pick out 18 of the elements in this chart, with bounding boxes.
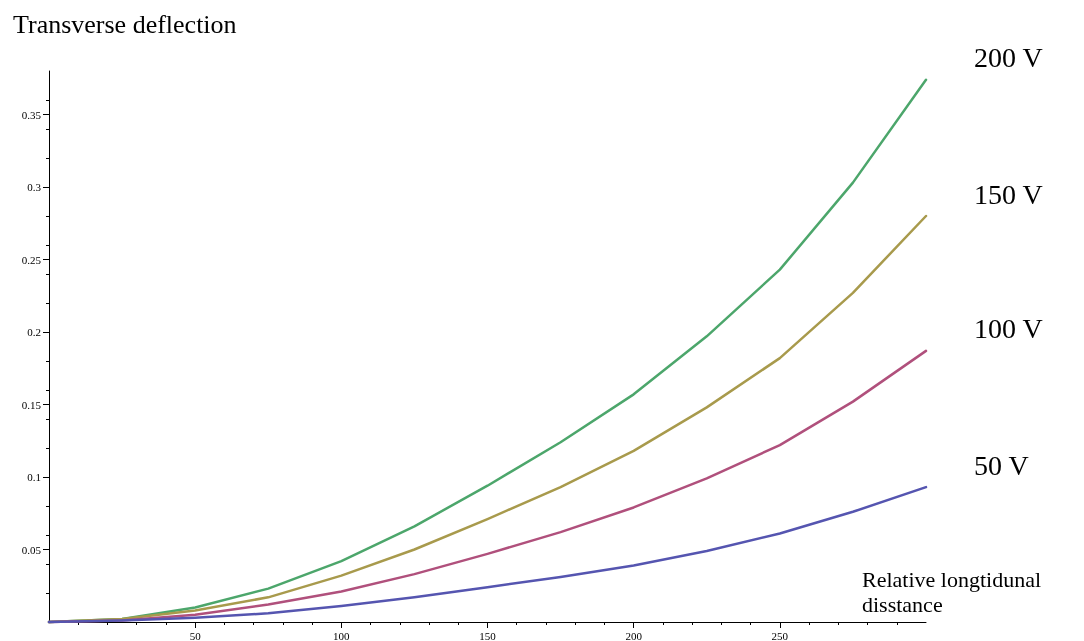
y-tick-label: 0.1	[27, 471, 41, 483]
y-tick-label: 0.15	[21, 398, 42, 411]
x-axis-title: Relative longtidunal disstance	[862, 567, 1047, 617]
x-tick-label: 250	[771, 629, 789, 641]
series-label: 150 V	[974, 178, 1043, 210]
x-tick-label: 50	[189, 629, 202, 641]
y-tick-label: 0.2	[27, 326, 41, 338]
y-axis-title: Transverse deflection	[13, 9, 237, 39]
x-tick-label: 200	[625, 629, 643, 641]
x-tick-label: 100	[333, 629, 351, 641]
series-label: 200 V	[974, 42, 1043, 74]
y-tick-label: 0.35	[21, 108, 42, 121]
y-tick-label: 0.25	[21, 253, 42, 266]
series-label: 50 V	[974, 449, 1029, 481]
x-tick-label: 150	[479, 629, 497, 641]
y-tick-label: 0.3	[27, 181, 42, 193]
series-label: 100 V	[974, 313, 1043, 345]
y-tick-label: 0.05	[21, 543, 42, 556]
